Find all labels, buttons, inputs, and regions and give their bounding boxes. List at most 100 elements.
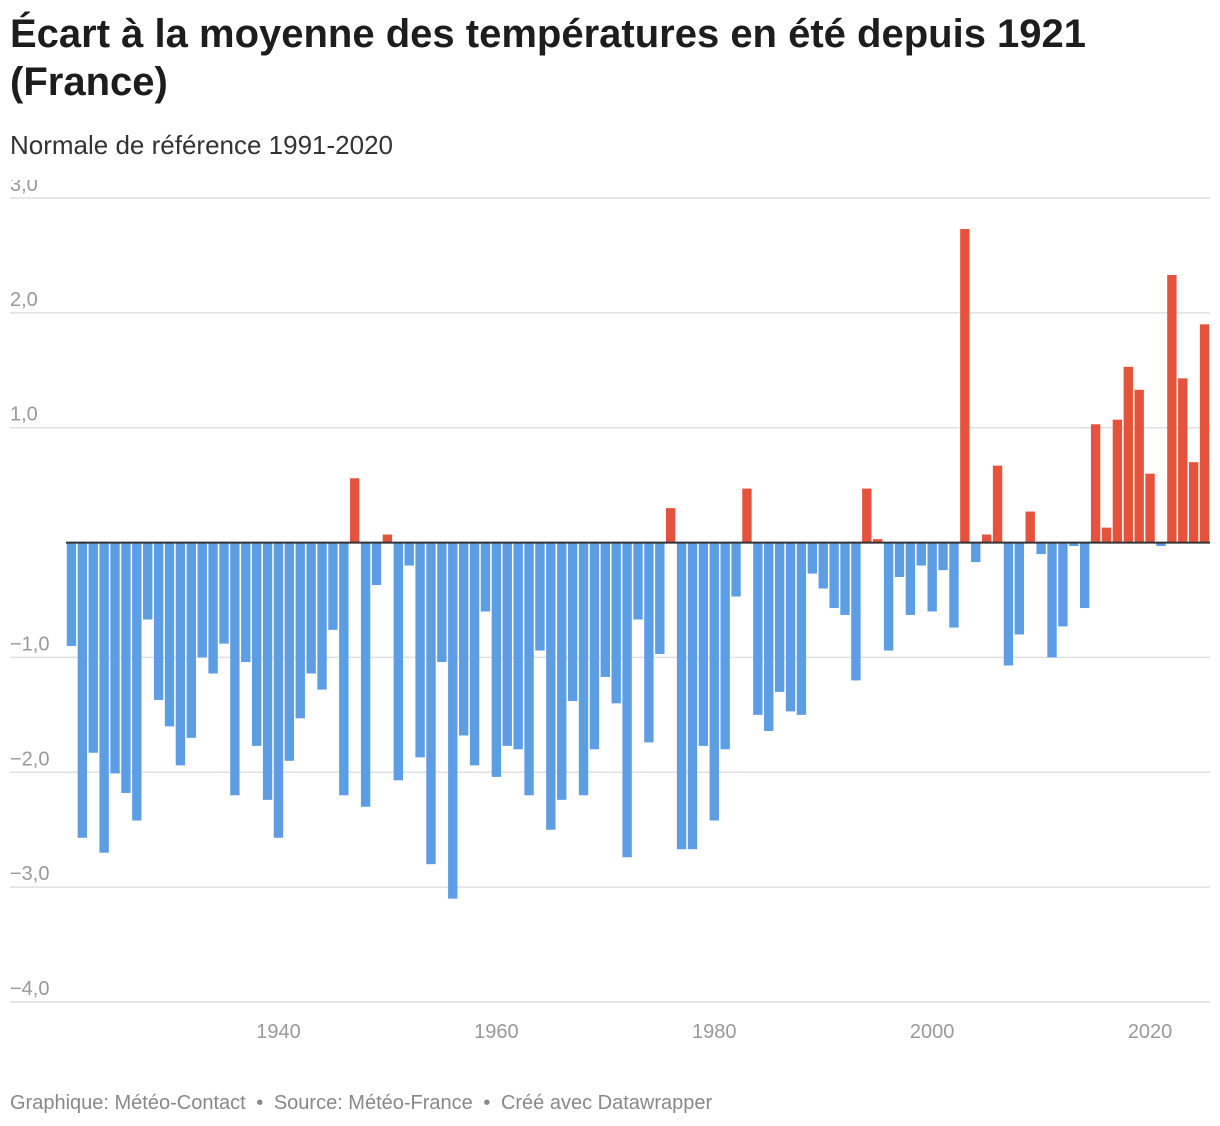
x-tick-label: 2000: [910, 1021, 955, 1043]
bar-1922: [77, 542, 88, 838]
bar-1978: [687, 542, 698, 850]
bar-1945: [328, 542, 338, 630]
bar-2022: [1167, 274, 1177, 543]
x-tick-label: 1960: [474, 1021, 519, 1043]
bar-2024: [1188, 462, 1199, 543]
bar-2023: [1178, 378, 1188, 543]
bar-1964: [535, 542, 545, 651]
x-tick-label: 1980: [692, 1021, 737, 1043]
bar-1930: [164, 542, 175, 727]
bar-2018: [1123, 366, 1133, 543]
bar-1974: [644, 542, 654, 743]
bar-1933: [197, 542, 207, 658]
bar-1971: [611, 542, 621, 704]
y-tick-label: −2,0: [10, 748, 49, 770]
y-tick-label: 1,0: [10, 404, 38, 426]
bar-1953: [415, 542, 425, 758]
bar-1956: [448, 542, 458, 899]
bar-1929: [153, 542, 164, 700]
bar-1951: [393, 542, 403, 781]
bar-1937: [241, 542, 251, 663]
bar-1960: [491, 542, 502, 777]
bar-1983: [742, 488, 752, 543]
bar-1954: [426, 542, 436, 865]
bar-1934: [208, 542, 218, 674]
bar-1943: [306, 542, 316, 674]
footer-source: Source: Météo-France: [273, 1092, 473, 1114]
bar-1969: [589, 542, 600, 750]
bar-1982: [731, 542, 741, 597]
bar-2019: [1134, 389, 1144, 543]
bar-1940: [273, 542, 284, 838]
y-tick-label: 2,0: [10, 289, 38, 311]
bar-1966: [557, 542, 567, 800]
chart-subtitle: Normale de référence 1991-2020: [10, 130, 394, 160]
bar-1924: [99, 542, 109, 853]
bar-2005: [981, 534, 992, 543]
bar-1939: [262, 542, 273, 800]
bar-1949: [371, 542, 382, 586]
footer-created-with: Créé avec Datawrapper: [500, 1092, 713, 1114]
bar-1961: [502, 542, 512, 746]
bar-1985: [764, 542, 774, 731]
bar-2012: [1058, 542, 1068, 627]
bar-1981: [720, 542, 730, 750]
bar-1992: [840, 542, 850, 615]
bar-2020: [1145, 473, 1155, 543]
bar-1962: [513, 542, 523, 750]
bar-2013: [1069, 542, 1079, 547]
bar-1931: [175, 542, 186, 766]
bar-1923: [88, 542, 98, 753]
bar-1963: [524, 542, 534, 796]
x-tick-label: 1940: [256, 1021, 301, 1043]
bar-1973: [633, 542, 643, 620]
footer-separator: •: [483, 1092, 491, 1114]
chart-title: Écart à la moyenne des températures en é…: [10, 12, 1087, 104]
bar-1925: [110, 542, 120, 774]
bar-2001: [938, 542, 948, 571]
bar-2010: [1036, 542, 1046, 555]
bar-1999: [916, 542, 926, 566]
bar-2009: [1025, 511, 1035, 543]
bar-1948: [360, 542, 371, 807]
bar-1928: [143, 542, 153, 620]
bar-1976: [666, 508, 676, 543]
bar-2015: [1090, 424, 1101, 543]
bar-2000: [927, 542, 937, 612]
bar-1990: [818, 542, 828, 589]
bar-1994: [862, 488, 872, 543]
footer-graphic-credit: Graphique: Météo-Contact: [10, 1092, 246, 1114]
bar-1995: [873, 539, 883, 543]
bar-2002: [949, 542, 959, 628]
bar-1998: [905, 542, 916, 615]
bar-1941: [284, 542, 295, 761]
bar-2007: [1003, 542, 1014, 666]
bar-1959: [480, 542, 491, 612]
bar-1947: [350, 478, 360, 543]
bar-2011: [1047, 542, 1057, 658]
bar-1938: [251, 542, 262, 746]
bar-1967: [567, 542, 578, 702]
bar-1972: [622, 542, 632, 858]
axis-labels: 3,0 2,0 1,0 −1,0 −2,0 −3,0 −4,0 1940 1960 1980 200…: [10, 180, 1172, 1043]
bar-1979: [698, 542, 709, 746]
bar-2017: [1112, 419, 1123, 543]
bar-2016: [1101, 527, 1112, 543]
bar-1942: [295, 542, 305, 719]
y-tick-label: 3,0: [10, 180, 38, 196]
bar-1980: [709, 542, 719, 821]
bar-1935: [219, 542, 229, 644]
bar-1968: [578, 542, 589, 796]
bar-2006: [992, 465, 1003, 543]
bar-1977: [676, 542, 687, 850]
bar-1950: [382, 534, 393, 543]
bar-1997: [894, 542, 905, 578]
bar-1984: [753, 542, 763, 715]
bar-1986: [774, 542, 785, 692]
bar-1987: [785, 542, 796, 712]
bar-1991: [829, 542, 839, 609]
bar-2014: [1080, 542, 1090, 609]
bars: [66, 229, 1210, 899]
bar-1921: [66, 542, 77, 646]
bar-1936: [230, 542, 240, 796]
